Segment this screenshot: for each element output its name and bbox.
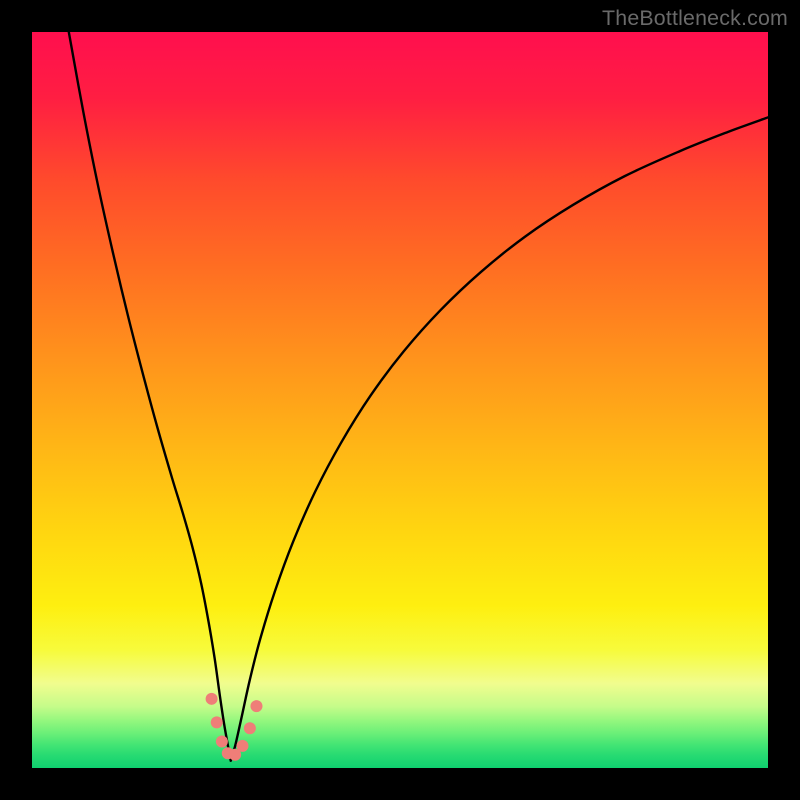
curve-bottom-marker-dot (250, 700, 262, 712)
chart-stage: TheBottleneck.com (0, 0, 800, 800)
gradient-background (32, 32, 768, 768)
curve-bottom-marker-dot (244, 722, 256, 734)
bottleneck-curve-chart (32, 32, 768, 768)
curve-bottom-marker-dot (206, 693, 218, 705)
curve-bottom-marker-dot (236, 740, 248, 752)
curve-bottom-marker-dot (211, 716, 223, 728)
curve-bottom-marker-dot (216, 736, 228, 748)
plot-area (32, 32, 768, 768)
watermark-label: TheBottleneck.com (602, 6, 788, 31)
